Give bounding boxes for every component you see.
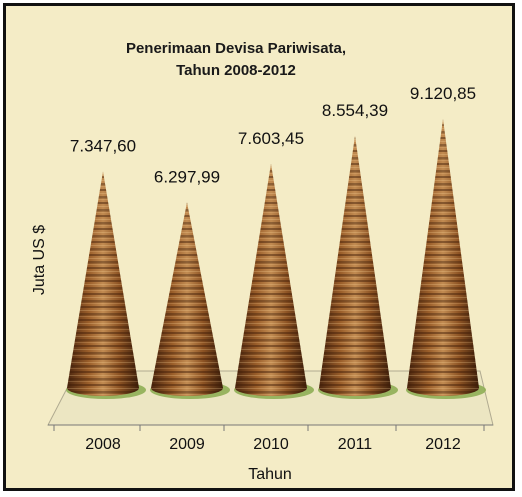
chart-title-line2: Tahun 2008-2012	[176, 62, 296, 79]
cone-bar-2009	[150, 202, 230, 399]
cone-series: 7.347,60 6.297,99 7.603,45 8.554,39 9.120,85	[66, 84, 486, 399]
chart-title-line1: Penerimaan Devisa Pariwisata,	[126, 40, 346, 57]
x-tick-label-2012: 2012	[425, 436, 461, 453]
chart-canvas: Penerimaan Devisa Pariwisata, Tahun 2008…	[31, 40, 494, 483]
value-label-2012: 9.120,85	[410, 84, 476, 103]
value-label-2009: 6.297,99	[154, 167, 220, 186]
x-tick-label-2009: 2009	[169, 436, 205, 453]
cone-bar-2010	[234, 163, 314, 399]
chart-frame: Penerimaan Devisa Pariwisata, Tahun 2008…	[3, 3, 515, 491]
x-axis-label: Tahun	[248, 466, 292, 483]
cone-grain-2008	[67, 171, 139, 396]
x-tick-label-2008: 2008	[85, 436, 121, 453]
value-label-2008: 7.347,60	[70, 136, 136, 155]
cone-grain-2012	[407, 119, 479, 396]
value-label-2011: 8.554,39	[322, 101, 388, 120]
cone-bar-2011	[318, 135, 398, 399]
x-tick-label-2011: 2011	[338, 436, 373, 453]
cone-grain-2010	[235, 163, 307, 396]
cone-bar-2008	[66, 171, 146, 399]
cone-grain-2011	[319, 135, 391, 396]
cone-grain-2009	[151, 202, 223, 396]
y-axis-label: Juta US $	[31, 225, 48, 295]
x-axis-ticks: 2008 2009 2010 2011 2012	[53, 425, 485, 453]
value-label-2010: 7.603,45	[238, 129, 304, 148]
x-tick-label-2010: 2010	[253, 436, 289, 453]
cone-bar-2012	[406, 119, 486, 399]
